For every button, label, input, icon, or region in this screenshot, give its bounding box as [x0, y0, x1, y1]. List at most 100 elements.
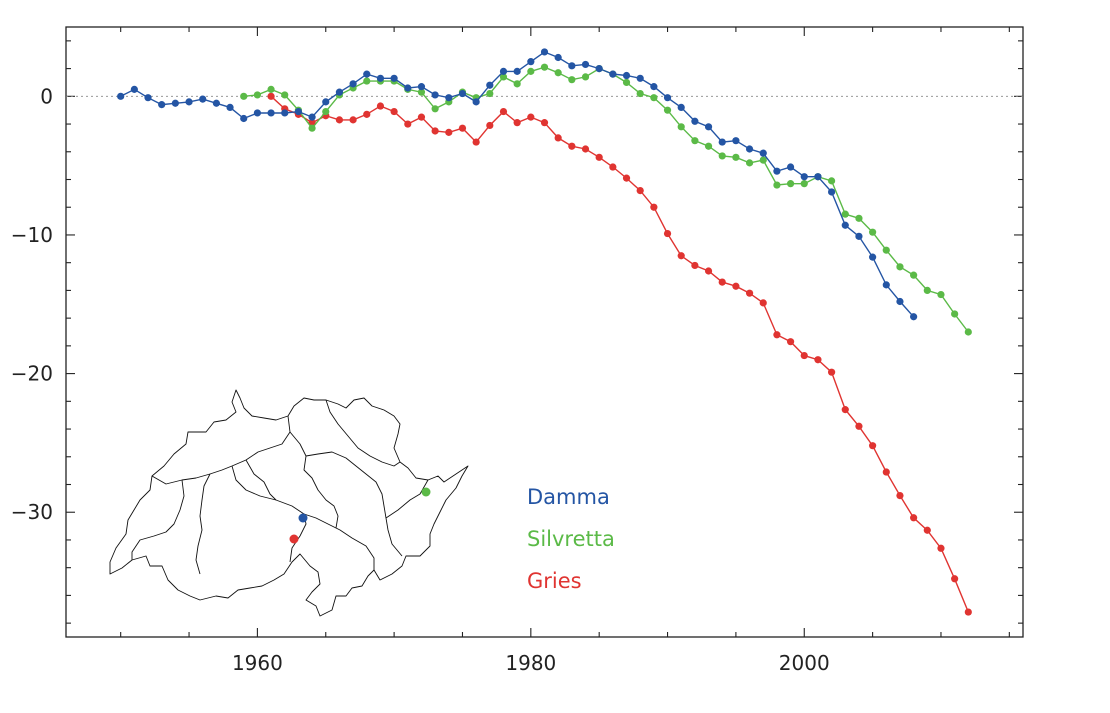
data-point-damma — [431, 91, 439, 99]
data-point-gries — [540, 119, 549, 127]
data-point-damma — [199, 95, 207, 103]
data-point-damma — [212, 99, 220, 107]
legend-label-damma: Damma — [527, 485, 610, 509]
data-point-damma — [828, 188, 836, 196]
data-point-silvretta — [882, 246, 890, 254]
data-point-gries — [622, 174, 631, 182]
data-point-damma — [759, 149, 767, 157]
data-point-silvretta — [581, 73, 590, 81]
data-point-damma — [294, 107, 303, 116]
data-point-damma — [281, 109, 289, 117]
data-point-silvretta — [622, 78, 631, 87]
data-point-gries — [910, 514, 918, 522]
data-point-gries — [376, 102, 385, 110]
plot-frame — [65, 26, 1024, 638]
data-point-damma — [322, 98, 330, 106]
data-point-damma — [171, 99, 179, 107]
data-point-gries — [499, 107, 508, 116]
data-point-gries — [814, 356, 822, 364]
data-point-silvretta — [773, 181, 781, 189]
data-point-gries — [417, 113, 426, 121]
data-point-silvretta — [486, 89, 494, 98]
data-point-gries — [964, 608, 972, 616]
data-point-silvretta — [869, 228, 877, 236]
data-point-gries — [431, 127, 439, 135]
data-point-damma — [882, 281, 890, 289]
data-point-damma — [486, 81, 494, 89]
series-silvretta — [240, 63, 972, 336]
series-line-gries — [270, 95, 969, 613]
data-point-damma — [267, 109, 275, 117]
data-point-damma — [636, 74, 644, 82]
legend-label-gries: Gries — [527, 569, 582, 593]
data-point-gries — [855, 422, 863, 430]
data-point-damma — [404, 84, 412, 92]
y-tick-label: −20 — [11, 362, 53, 386]
data-point-damma — [472, 98, 480, 106]
tick-layer: 1960 1980 2000 0 −10 −20 −30 — [11, 27, 1023, 675]
data-point-gries — [923, 526, 931, 534]
data-point-gries — [745, 289, 754, 297]
data-point-damma — [622, 71, 631, 80]
map-marker-layer — [289, 487, 431, 544]
data-point-damma — [458, 89, 467, 98]
data-point-silvretta — [923, 286, 931, 295]
data-point-damma — [554, 53, 562, 62]
data-point-damma — [609, 70, 617, 78]
data-point-damma — [869, 253, 877, 261]
data-point-damma — [445, 94, 453, 102]
series-damma — [117, 48, 918, 321]
data-point-damma — [499, 67, 508, 75]
data-point-damma — [910, 313, 918, 321]
data-point-damma — [896, 297, 904, 306]
data-point-silvretta — [896, 263, 904, 271]
data-point-silvretta — [704, 142, 713, 150]
data-point-damma — [376, 74, 385, 82]
data-point-gries — [691, 261, 699, 270]
data-point-silvretta — [910, 271, 918, 279]
data-point-silvretta — [663, 106, 672, 114]
data-point-silvretta — [417, 88, 426, 96]
data-point-damma — [349, 80, 357, 88]
data-point-silvretta — [691, 137, 699, 145]
data-point-silvretta — [650, 94, 658, 102]
map-internal-border-7 — [305, 451, 403, 557]
data-point-damma — [390, 74, 398, 82]
data-point-gries — [636, 186, 644, 195]
data-point-gries — [404, 120, 412, 128]
data-point-gries — [267, 92, 275, 100]
data-point-silvretta — [281, 91, 289, 99]
data-point-damma — [814, 173, 822, 181]
map-marker-damma — [298, 513, 308, 523]
data-point-gries — [869, 442, 877, 450]
data-point-gries — [349, 116, 357, 124]
data-point-damma — [691, 117, 699, 125]
data-point-silvretta — [677, 123, 685, 131]
data-point-damma — [663, 94, 672, 102]
data-point-gries — [513, 119, 521, 127]
data-point-damma — [786, 163, 795, 171]
data-point-silvretta — [513, 80, 521, 88]
data-point-silvretta — [540, 63, 549, 71]
map-internal-border-2 — [195, 473, 211, 575]
data-point-damma — [158, 101, 166, 109]
data-point-gries — [595, 153, 603, 161]
data-point-damma — [417, 83, 426, 91]
data-point-damma — [527, 58, 535, 66]
map-internal-border-8 — [385, 479, 429, 519]
data-point-gries — [554, 134, 562, 142]
map-internal-border-1 — [151, 415, 291, 485]
data-point-gries — [937, 544, 945, 552]
series-gries — [267, 92, 972, 616]
data-point-silvretta — [937, 290, 945, 299]
data-point-gries — [718, 278, 726, 286]
data-point-silvretta — [718, 152, 726, 160]
map-internal-border-3 — [231, 465, 307, 563]
map-border-outline — [109, 389, 469, 617]
data-point-silvretta — [759, 156, 767, 164]
data-point-gries — [445, 128, 453, 136]
data-point-damma — [718, 138, 726, 146]
data-point-damma — [144, 94, 152, 102]
